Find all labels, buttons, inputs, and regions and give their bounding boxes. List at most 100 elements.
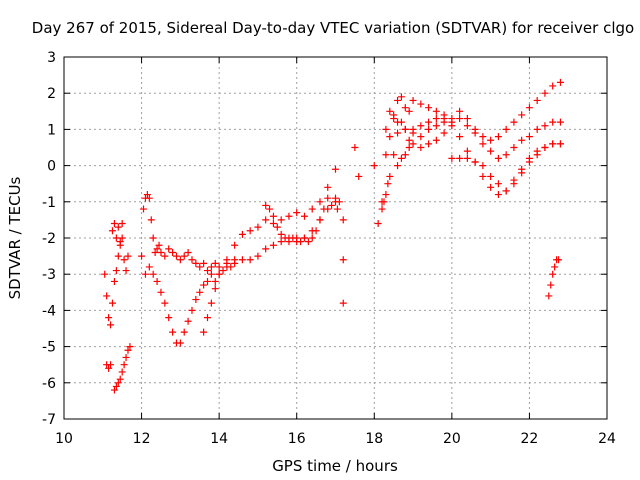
data-point [525,104,533,112]
data-point [107,321,115,329]
data-point [533,96,541,104]
data-point [176,256,184,264]
data-point [425,125,433,133]
data-point [518,136,526,144]
data-point [110,277,118,285]
data-point [510,118,518,126]
data-point [273,223,281,231]
data-point [157,248,165,256]
data-point [165,314,173,322]
y-tick-label: 3 [47,50,56,66]
data-point [479,133,487,141]
data-point [105,314,113,322]
data-point [114,252,122,260]
data-point [188,256,196,264]
data-point [120,256,128,264]
data-point [401,151,409,159]
data-point [120,361,128,369]
data-point [266,205,274,213]
y-tick-label: 2 [47,86,56,102]
x-tick-label: 10 [55,431,73,447]
data-point [138,252,146,260]
data-point [277,238,285,246]
data-point [112,382,120,390]
series-trace-g [262,194,343,246]
data-point [262,216,270,224]
data-point [494,133,502,141]
data-point [386,133,394,141]
series-trace-f [200,165,339,336]
data-point [108,227,116,235]
data-point [463,122,471,130]
series-trace-m [448,140,564,195]
data-point [448,154,456,162]
data-point [101,270,109,278]
data-point [541,144,549,151]
data-point [192,296,200,304]
data-point [463,154,471,162]
data-point [510,180,518,188]
data-point [545,292,553,300]
data-point [502,187,510,195]
data-point [277,230,285,238]
data-point [494,180,502,188]
data-point [157,288,165,296]
data-point [405,144,413,151]
data-point [118,220,126,228]
data-point [378,205,386,213]
data-point [269,220,277,228]
data-point [378,198,386,206]
data-points [101,78,564,394]
data-point [192,259,200,267]
data-point [200,259,208,267]
data-point [308,205,316,213]
data-point [103,292,111,300]
data-point [149,270,157,278]
data-point [269,212,277,220]
data-point [425,118,433,126]
data-point [417,122,425,130]
data-point [116,375,124,383]
data-point [304,238,312,246]
data-point [541,89,549,97]
data-point [401,104,409,112]
data-point [417,144,425,151]
grid-lines [64,57,607,419]
data-point [386,107,394,115]
data-point [281,234,289,242]
data-point [417,100,425,108]
data-point [324,194,332,202]
data-point [382,125,390,133]
data-point [405,107,413,115]
data-point [238,230,246,238]
y-tick-label: -1 [42,195,56,211]
data-point [155,241,163,249]
data-point [556,78,564,86]
data-point [207,263,215,271]
data-point [262,245,270,253]
data-point [204,267,212,275]
series-trace-e [141,198,339,347]
data-point [180,328,188,336]
x-tick-label: 24 [598,431,616,447]
data-point [320,205,328,213]
data-point [188,306,196,314]
data-point [333,205,341,213]
data-point [153,245,161,253]
data-point [332,194,339,202]
data-point [184,248,192,256]
data-point [397,154,405,162]
data-point [382,151,390,159]
data-point [518,169,526,177]
data-point [147,216,155,224]
data-point [262,201,270,209]
series-trace-b [103,343,134,394]
y-axis-label: SDTVAR / TECUs [6,176,24,299]
data-point [114,223,122,231]
y-tick-label: -7 [42,412,56,428]
data-point [293,209,301,217]
data-point [518,111,526,119]
data-point [479,172,487,180]
data-point [211,259,219,267]
